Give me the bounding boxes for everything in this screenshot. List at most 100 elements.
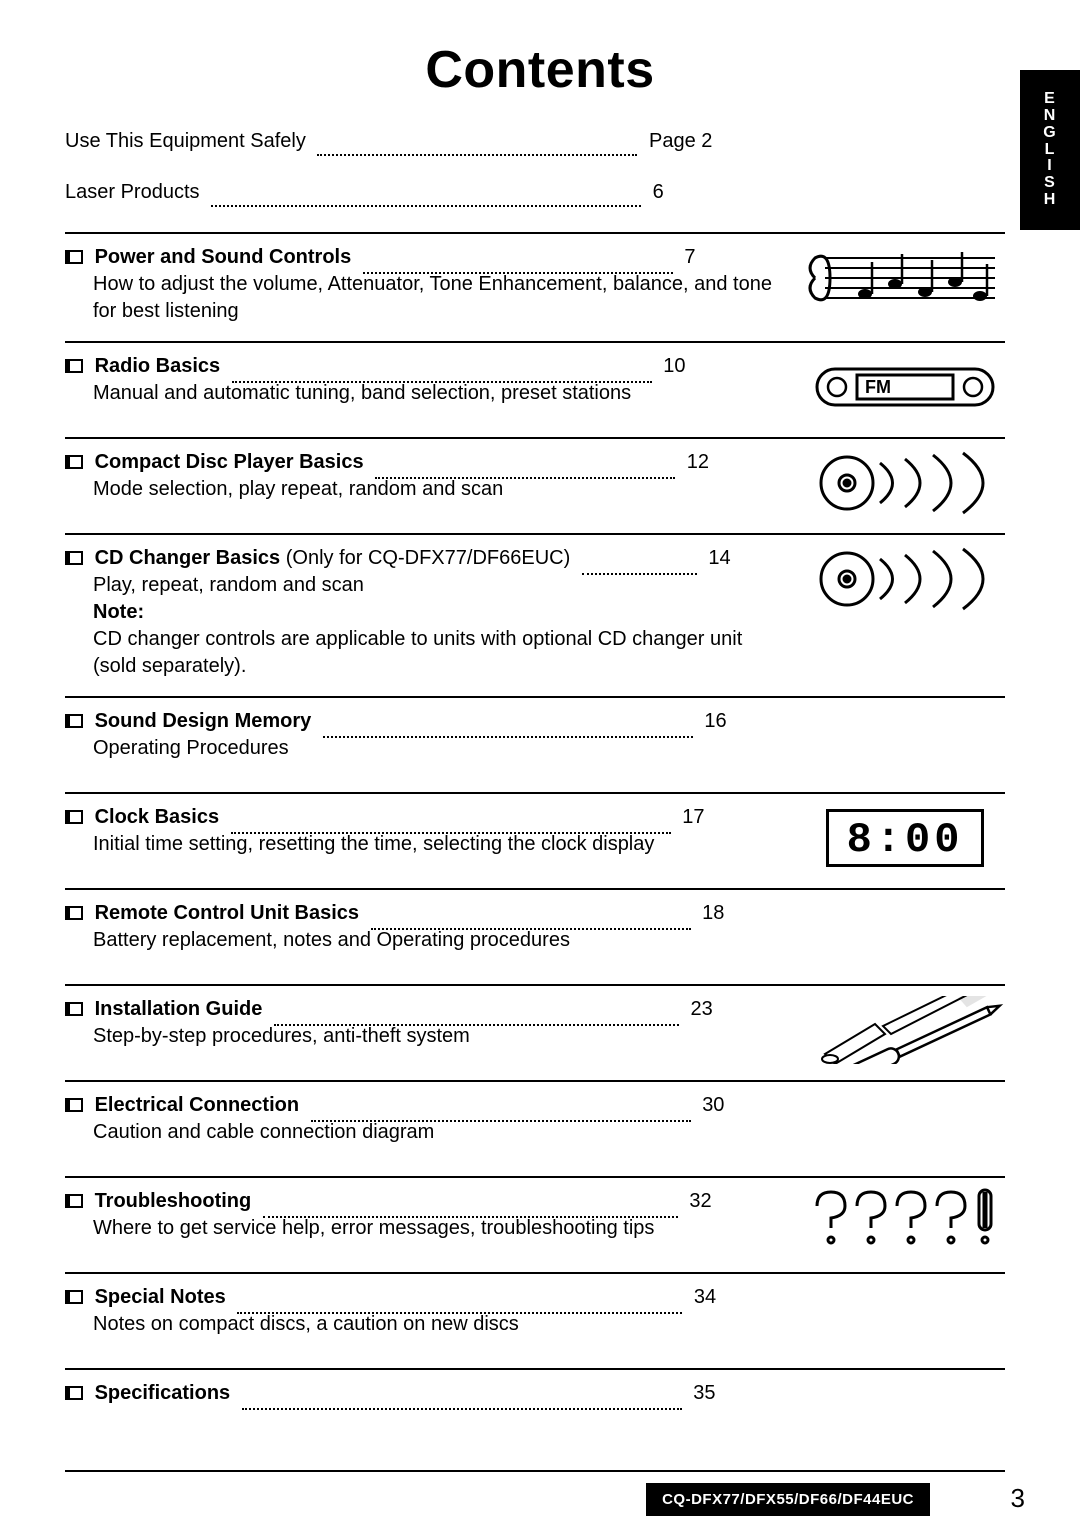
toc-page: 23 (690, 998, 712, 1020)
divider (65, 1470, 1005, 1472)
model-number-box: CQ-DFX77/DFX55/DF66/DF44EUC (646, 1483, 930, 1516)
section-desc: Mode selection, play repeat, random and … (93, 476, 787, 503)
bullet-icon (65, 1098, 83, 1112)
section-desc: Caution and cable connection diagram (93, 1119, 787, 1146)
dot-leader (317, 146, 637, 156)
toc-label: Laser Products (65, 181, 200, 203)
toc-section: Installation Guide 23 Step-by-step proce… (65, 984, 1005, 1080)
language-tab-letter: N (1044, 108, 1057, 125)
toc-label: Use This Equipment Safely (65, 130, 306, 152)
toc-page: 7 (684, 246, 695, 268)
toc-section: Specifications 35 (65, 1368, 1005, 1464)
radio-display-icon: FM (805, 353, 1005, 421)
bullet-icon (65, 906, 83, 920)
bullet-icon (65, 714, 83, 728)
fm-label: FM (865, 377, 891, 397)
language-tab-letter: G (1043, 125, 1056, 142)
section-title: Special Notes (95, 1286, 226, 1308)
section-desc: How to adjust the volume, Attenuator, To… (93, 271, 787, 325)
language-tab-letter: I (1047, 158, 1052, 175)
section-desc: Where to get service help, error message… (93, 1215, 787, 1242)
section-desc: Manual and automatic tuning, band select… (93, 380, 787, 407)
section-desc: Play, repeat, random and scan (93, 572, 787, 599)
screwdriver-icon (805, 996, 1005, 1064)
toc-page: 32 (689, 1190, 711, 1212)
cd-icon (805, 545, 1005, 613)
section-title: Radio Basics (95, 355, 221, 377)
language-tab-letter: H (1044, 192, 1057, 209)
toc-intro-row: Laser Products 6 (65, 181, 1005, 204)
toc-page-prefix: Page (649, 130, 701, 152)
dot-leader (323, 728, 693, 738)
section-title: Installation Guide (95, 998, 263, 1020)
bullet-icon (65, 359, 83, 373)
section-title: CD Changer Basics (95, 547, 281, 569)
toc-page: 6 (653, 181, 664, 203)
bullet-icon (65, 1290, 83, 1304)
page-number: 3 (1011, 1483, 1025, 1514)
toc-page: 12 (687, 451, 709, 473)
language-tab-letter: S (1044, 175, 1056, 192)
section-desc: Battery replacement, notes and Operating… (93, 927, 787, 954)
language-tab-letter: E (1044, 91, 1056, 108)
clock-display-icon: 8:00 (805, 804, 1005, 872)
bullet-icon (65, 1386, 83, 1400)
toc-section: Electrical Connection 30 Caution and cab… (65, 1080, 1005, 1176)
section-title: Remote Control Unit Basics (95, 902, 359, 924)
toc-section: Remote Control Unit Basics 18 Battery re… (65, 888, 1005, 984)
toc-page: 2 (701, 130, 712, 152)
toc-section: Sound Design Memory 16 Operating Procedu… (65, 696, 1005, 792)
cd-icon (805, 449, 1005, 517)
thumb-empty (805, 708, 1005, 776)
bullet-icon (65, 1194, 83, 1208)
thumb-empty (805, 1380, 1005, 1448)
toc-page: 34 (694, 1286, 716, 1308)
toc-section: Troubleshooting 32 Where to get service … (65, 1176, 1005, 1272)
toc-section: Radio Basics 10 Manual and automatic tun… (65, 341, 1005, 437)
dot-leader (211, 197, 641, 207)
thumb-empty (805, 900, 1005, 968)
section-desc: Initial time setting, resetting the time… (93, 831, 787, 858)
section-title: Electrical Connection (95, 1094, 300, 1116)
toc-section: CD Changer Basics (Only for CQ-DFX77/DF6… (65, 533, 1005, 696)
music-staff-icon (805, 244, 1005, 312)
bullet-icon (65, 250, 83, 264)
toc-page: 10 (663, 355, 685, 377)
section-desc: Notes on compact discs, a caution on new… (93, 1311, 787, 1338)
section-desc: Step-by-step procedures, anti-theft syst… (93, 1023, 787, 1050)
bullet-icon (65, 810, 83, 824)
toc-page: 14 (708, 547, 730, 569)
toc-page: 30 (702, 1094, 724, 1116)
section-note: CD changer controls are applicable to un… (93, 626, 787, 680)
bullet-icon (65, 551, 83, 565)
page-footer: CQ-DFX77/DFX55/DF66/DF44EUC 3 (0, 1476, 1080, 1516)
thumb-empty (805, 1284, 1005, 1352)
toc-section: Power and Sound Controls 7 How to adjust… (65, 232, 1005, 341)
toc-page: 16 (704, 710, 726, 732)
thumb-empty (805, 1092, 1005, 1160)
section-title: Clock Basics (95, 806, 220, 828)
toc-page: 17 (682, 806, 704, 828)
section-title: Troubleshooting (95, 1190, 252, 1212)
toc-section: Special Notes 34 Notes on compact discs,… (65, 1272, 1005, 1368)
language-tab-letter: L (1045, 142, 1056, 159)
toc-intro-row: Use This Equipment Safely Page 2 (65, 130, 1005, 153)
section-title: Compact Disc Player Basics (95, 451, 364, 473)
section-title: Power and Sound Controls (95, 246, 352, 268)
dot-leader (242, 1400, 682, 1410)
toc-section: Clock Basics 17 Initial time setting, re… (65, 792, 1005, 888)
page-title: Contents (40, 40, 1040, 100)
note-label: Note: (93, 599, 787, 626)
toc-section: Compact Disc Player Basics 12 Mode selec… (65, 437, 1005, 533)
bullet-icon (65, 1002, 83, 1016)
question-marks-icon (805, 1188, 1005, 1256)
dot-leader (582, 565, 697, 575)
section-title: Specifications (95, 1382, 231, 1404)
table-of-contents: Use This Equipment Safely Page 2 Laser P… (65, 130, 1005, 1472)
section-extra: (Only for CQ-DFX77/DF66EUC) (280, 547, 570, 569)
toc-page: 18 (702, 902, 724, 924)
bullet-icon (65, 455, 83, 469)
clock-text: 8:00 (847, 816, 964, 864)
toc-page: 35 (693, 1382, 715, 1404)
language-tab: E N G L I S H (1020, 70, 1080, 230)
